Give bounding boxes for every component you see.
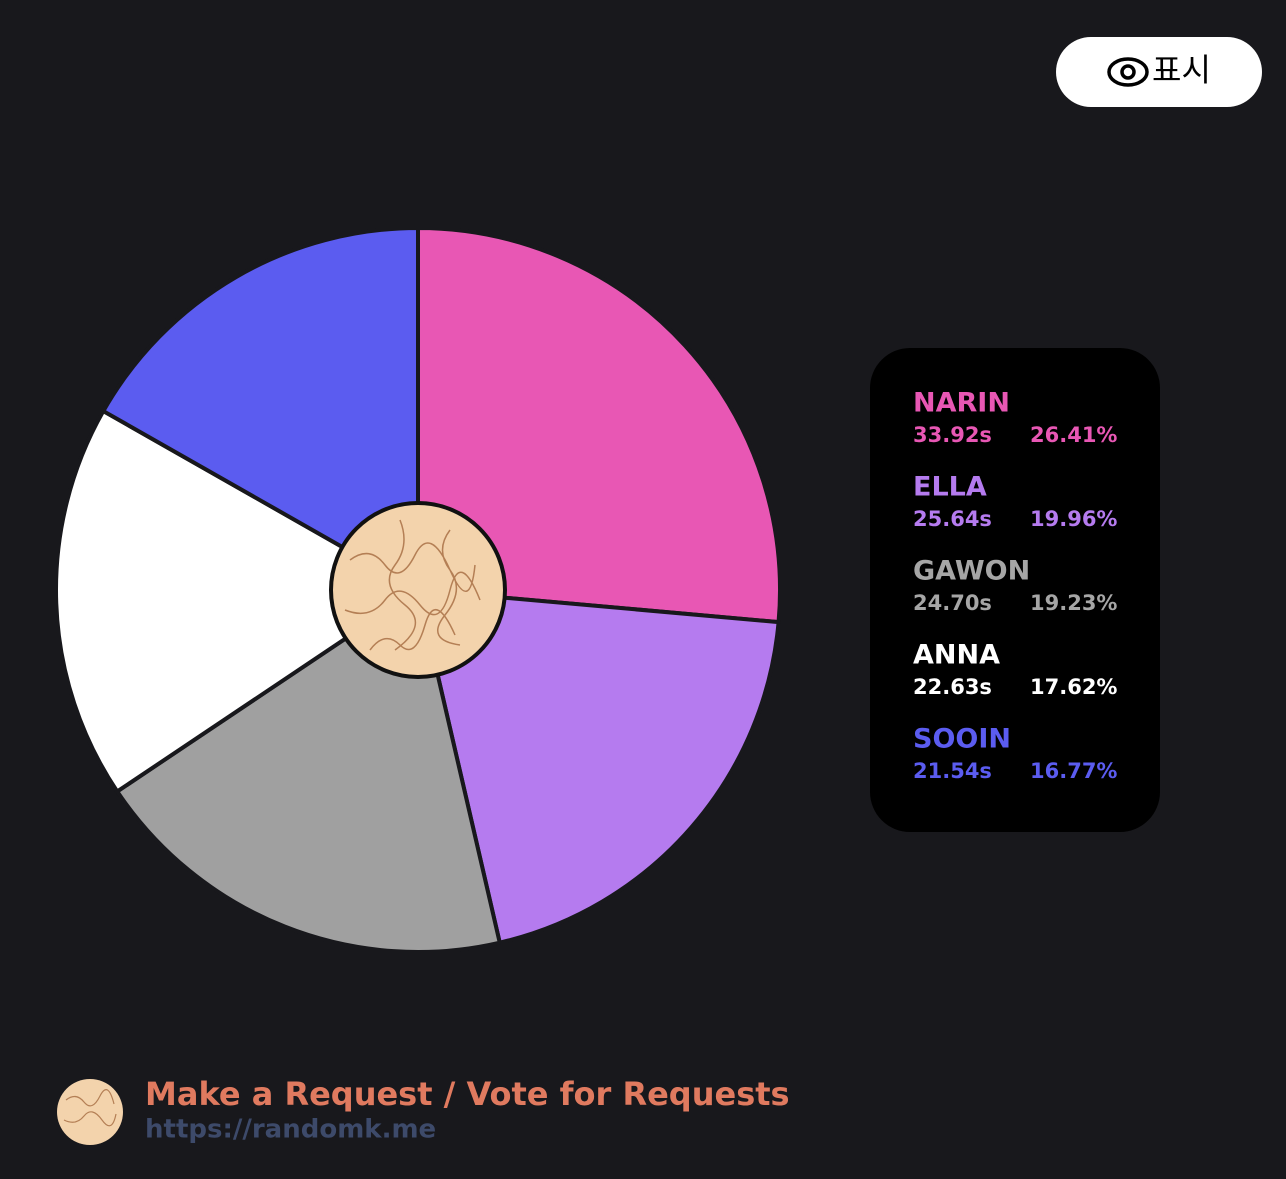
legend-percent: 19.96% xyxy=(1030,507,1117,531)
eye-icon xyxy=(1107,57,1149,87)
footer-logo-pattern xyxy=(63,1089,117,1127)
legend-time: 24.70s xyxy=(913,591,992,615)
emblem-pattern xyxy=(344,519,481,651)
pie-slice xyxy=(114,586,503,954)
footer-url[interactable]: https://randomk.me xyxy=(145,1115,436,1145)
legend-percent: 16.77% xyxy=(1030,759,1117,783)
footer-title[interactable]: Make a Request / Vote for Requests xyxy=(145,1075,790,1113)
legend-box xyxy=(870,348,1160,832)
button-bg[interactable] xyxy=(1056,37,1262,107)
legend-name: ANNA xyxy=(913,640,1000,671)
legend-percent: 17.62% xyxy=(1030,675,1117,699)
legend: NARIN 33.92s 26.41% ELLA 25.64s 19.96% GAWON 24… xyxy=(913,388,1117,784)
legend-name: ELLA xyxy=(913,472,987,503)
footer: Make a Request / Vote for Requests https… xyxy=(57,1075,790,1145)
legend-name: GAWON xyxy=(913,556,1030,587)
pie-slice xyxy=(415,587,781,946)
legend-time: 25.64s xyxy=(913,507,992,531)
legend-time: 21.54s xyxy=(913,759,992,783)
legend-name: NARIN xyxy=(913,388,1010,419)
center-disc xyxy=(329,501,507,679)
center-emblem xyxy=(329,501,507,679)
pie-slice xyxy=(100,225,420,594)
legend-percent: 19.23% xyxy=(1030,591,1117,615)
legend-time: 22.63s xyxy=(913,675,992,699)
pie-slice xyxy=(54,408,422,795)
eye-pupil xyxy=(1120,64,1136,80)
pie xyxy=(54,225,782,954)
button-label[interactable]: 표시 xyxy=(1152,51,1211,89)
legend-time: 33.92s xyxy=(913,423,992,447)
legend-name: SOOIN xyxy=(913,724,1011,755)
legend-percent: 26.41% xyxy=(1030,423,1117,447)
show-button[interactable]: 표시 xyxy=(1056,37,1262,107)
pie-slice xyxy=(416,225,782,625)
